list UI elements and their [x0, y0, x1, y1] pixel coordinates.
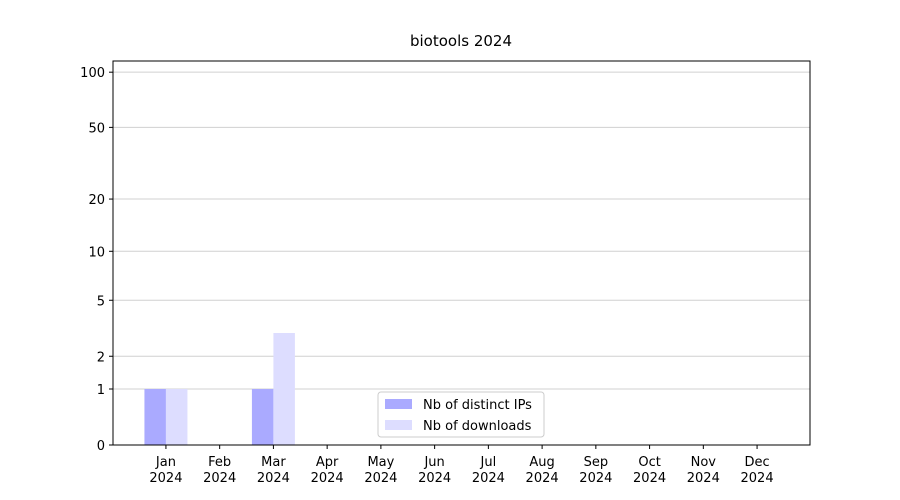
legend-swatch: [385, 420, 412, 430]
x-tick-label: Jan 2024: [149, 455, 182, 486]
legend-label: Nb of downloads: [423, 419, 532, 434]
y-tick-label: 50: [88, 121, 105, 136]
legend-box: [377, 391, 545, 438]
legend-label: Nb of distinct IPs: [423, 398, 532, 413]
x-tick-label: Oct 2024: [633, 455, 666, 486]
y-tick-label: 100: [80, 66, 105, 81]
bar: [273, 333, 295, 445]
x-tick-label: Dec 2024: [741, 455, 774, 486]
x-tick-label: Aug 2024: [526, 455, 559, 486]
y-tick-label: 2: [97, 350, 105, 365]
y-tick-label: 5: [97, 294, 105, 309]
y-tick-label: 20: [88, 193, 105, 208]
x-tick-label: Sep 2024: [579, 455, 612, 486]
x-tick-label: Jul 2024: [472, 455, 505, 486]
y-tick-label: 10: [88, 245, 105, 260]
x-tick-label: Jun 2024: [418, 455, 451, 486]
x-tick-label: Feb 2024: [203, 455, 236, 486]
bar: [165, 389, 188, 445]
x-tick-label: Mar 2024: [257, 455, 290, 486]
chart-title: biotools 2024: [410, 32, 512, 50]
bar: [251, 389, 274, 445]
plot-frame: [112, 60, 811, 446]
x-tick-label: Nov 2024: [687, 455, 720, 486]
bar: [144, 389, 166, 445]
y-tick-label: 0: [97, 439, 105, 454]
x-tick-label: May 2024: [364, 455, 397, 486]
x-tick-label: Apr 2024: [311, 455, 344, 486]
legend-swatch: [385, 399, 412, 409]
y-tick-label: 1: [97, 383, 105, 398]
